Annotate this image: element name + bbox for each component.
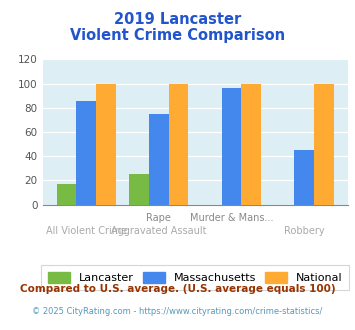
Bar	[96, 83, 116, 205]
Text: Murder & Mans...: Murder & Mans...	[190, 213, 273, 223]
Text: Rape: Rape	[147, 213, 171, 223]
Text: All Violent Crime: All Violent Crime	[45, 226, 127, 236]
Text: Violent Crime Comparison: Violent Crime Comparison	[70, 28, 285, 43]
Bar	[130, 174, 149, 205]
Text: Compared to U.S. average. (U.S. average equals 100): Compared to U.S. average. (U.S. average …	[20, 284, 335, 294]
Bar	[294, 150, 314, 205]
Bar	[222, 88, 241, 205]
Bar	[57, 184, 76, 205]
Text: © 2025 CityRating.com - https://www.cityrating.com/crime-statistics/: © 2025 CityRating.com - https://www.city…	[32, 307, 323, 316]
Text: Robbery: Robbery	[284, 226, 324, 236]
Legend: Lancaster, Massachusetts, National: Lancaster, Massachusetts, National	[41, 265, 349, 290]
Text: 2019 Lancaster: 2019 Lancaster	[114, 12, 241, 26]
Bar	[314, 83, 334, 205]
Text: Aggravated Assault: Aggravated Assault	[111, 226, 207, 236]
Bar	[169, 83, 189, 205]
Bar	[241, 83, 261, 205]
Bar	[149, 114, 169, 205]
Bar	[76, 101, 96, 205]
